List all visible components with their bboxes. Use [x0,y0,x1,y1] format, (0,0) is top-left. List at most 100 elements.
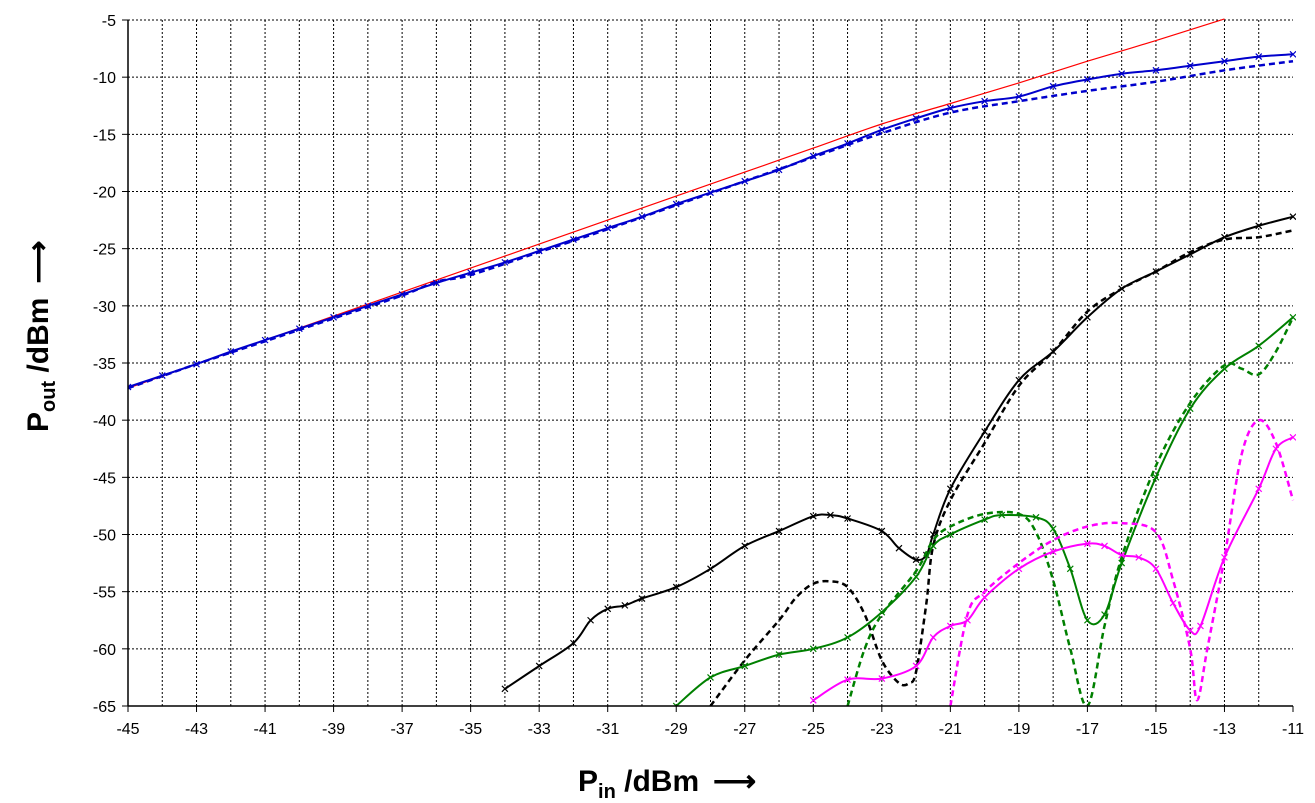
data-point-magenta [1197,622,1204,630]
x-tick-label: -13 [1213,721,1236,738]
data-point-black [1289,213,1296,221]
data-point-blue [1186,62,1194,70]
data-point-green [1066,565,1074,573]
y-tick-label: -65 [93,699,116,716]
data-point-black [570,639,577,647]
series-line-green-dashed [846,316,1295,706]
data-point-black [1083,313,1091,321]
data-point-blue [1152,66,1160,74]
data-point-black [827,511,834,519]
data-point-magenta [1015,565,1023,573]
data-point-magenta [1101,542,1108,550]
data-point-magenta [1255,485,1263,493]
data-point-magenta [1049,548,1057,556]
x-tick-label: -37 [391,721,414,738]
data-point-green [1289,313,1296,321]
y-tick-label: -30 [93,299,116,316]
y-tick-label: -25 [93,242,116,259]
data-point-black [587,616,594,624]
x-tick-label: -45 [116,721,139,738]
data-point-blue [1049,82,1057,90]
data-point-blue [1015,93,1023,101]
y-tick-label: -40 [93,413,116,430]
y-axis-title-sub: out [38,381,60,412]
data-point-blue [227,348,235,355]
x-tick-label: -31 [596,721,619,738]
x-tick-label: -29 [665,721,688,738]
data-point-black [707,565,714,573]
data-point-green [946,531,954,538]
data-point-black [878,527,886,535]
x-tick-label: -19 [1007,721,1030,738]
data-point-green [809,645,817,653]
data-point-black [535,662,543,670]
x-tick-label: -35 [459,721,482,738]
tick-labels: -45 -43 -41 -39 -37 -35 -33 -31 -29 -27 -25 -23 -21 -… [93,13,1304,738]
data-point-blue [981,97,989,105]
x-axis-title: Pin /dBm ⟶ [578,765,756,803]
y-tick-label: -5 [102,13,116,30]
series-line-magenta-dashed [949,418,1295,706]
data-point-blue [672,200,680,208]
data-point-blue [1289,50,1296,58]
data-point-green [1152,473,1160,481]
data-point-green [844,633,851,641]
data-point-magenta [1118,551,1126,559]
data-point-black [741,542,749,550]
series-line-black-dashed [709,229,1294,706]
data-point-green [741,662,749,670]
data-point-black [638,595,646,602]
data-point-black [672,583,680,591]
x-tick-label: -39 [322,721,345,738]
series-line-magenta-solid [812,436,1294,702]
y-tick-label: -20 [93,185,116,202]
data-point-green [1083,616,1091,624]
data-point-blue [1118,70,1126,78]
data-point-blue [128,383,132,391]
y-tick-label: -50 [93,528,116,545]
data-point-black [912,556,920,564]
data-point-black [946,485,954,493]
data-point-green [912,573,920,581]
x-tick-label: -43 [185,721,208,738]
series-group [128,18,1296,706]
x-tick-label: -41 [253,721,276,738]
data-point-blue [946,104,954,112]
grid [128,19,1293,706]
x-axis-title-unit: /dBm [616,765,699,798]
data-point-blue [1221,57,1228,65]
x-axis-title-main: P [578,765,598,798]
data-point-blue [398,290,406,298]
data-point-magenta [1186,627,1194,634]
data-point-black [895,544,903,552]
y-axis-title-unit: /dBm [22,298,55,381]
data-point-blue [878,126,886,134]
data-point-magenta [912,662,920,670]
data-point-green [1186,405,1194,413]
data-point-magenta [1135,553,1143,561]
data-point-blue [775,166,783,174]
data-point-magenta [1169,599,1177,607]
data-point-black [844,515,851,522]
data-point-magenta [809,696,817,704]
data-point-black [775,527,783,535]
x-axis-title-sub: in [598,781,616,803]
y-tick-label: -45 [93,470,116,487]
data-point-magenta [1083,540,1091,548]
data-point-magenta [946,622,954,630]
x-tick-label: -27 [733,721,756,738]
y-tick-label: -55 [93,585,116,602]
data-point-black [621,601,629,609]
data-point-black [981,428,989,436]
data-point-magenta [981,593,989,601]
data-point-blue [1255,53,1263,61]
y-tick-label: -15 [93,127,116,144]
series-line-black-solid [504,215,1294,690]
data-point-magenta [878,675,886,682]
y-axis-title-main: P [22,412,55,432]
x-tick-label: -23 [870,721,893,738]
data-point-magenta [1289,433,1296,441]
data-point-green [1255,342,1263,350]
data-point-green [1032,513,1040,521]
